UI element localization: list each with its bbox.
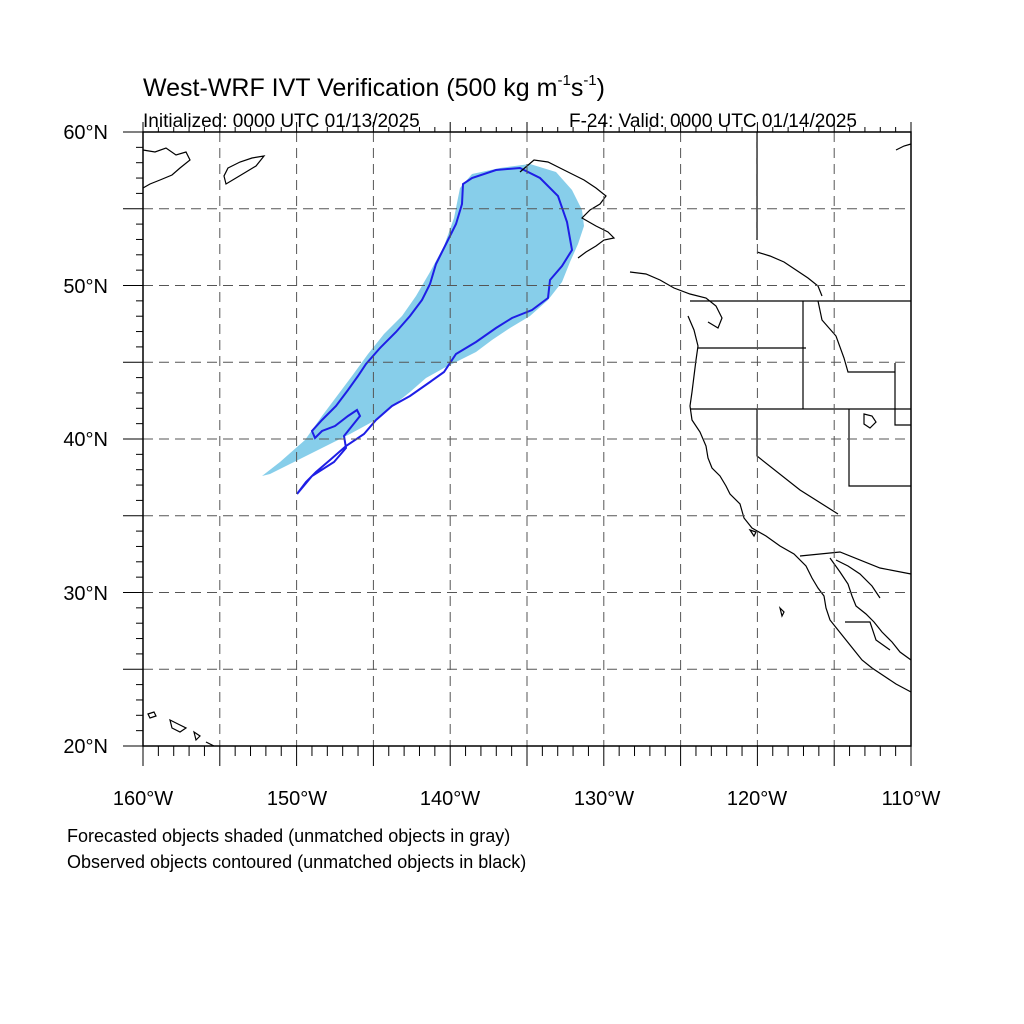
map-title: West-WRF IVT Verification (500 kg m-1s-1… (143, 72, 605, 102)
legend-forecast-note: Forecasted objects shaded (unmatched obj… (67, 826, 511, 846)
lat-label-60n: 60°N (63, 122, 108, 144)
observed-object-contour (296, 166, 574, 495)
lon-label-130w: 130°W (574, 788, 634, 810)
lat-label-30n: 30°N (63, 583, 108, 605)
lon-label-110w: 110°W (882, 788, 941, 810)
lat-label-20n: 20°N (63, 736, 108, 758)
lon-label-140w: 140°W (420, 788, 480, 810)
lon-label-160w: 160°W (113, 788, 173, 810)
forecast-object (262, 164, 584, 476)
valid-time-label: F-24: Valid: 0000 UTC 01/14/2025 (569, 111, 857, 132)
lat-label-40n: 40°N (63, 429, 108, 451)
initialized-label: Initialized: 0000 UTC 01/13/2025 (143, 111, 420, 132)
legend-observed-note: Observed objects contoured (unmatched ob… (67, 852, 527, 872)
grid-lines (143, 132, 911, 746)
tick-marks (123, 122, 912, 766)
lon-label-150w: 150°W (267, 788, 327, 810)
lon-label-120w: 120°W (727, 788, 787, 810)
lat-label-50n: 50°N (63, 276, 108, 298)
